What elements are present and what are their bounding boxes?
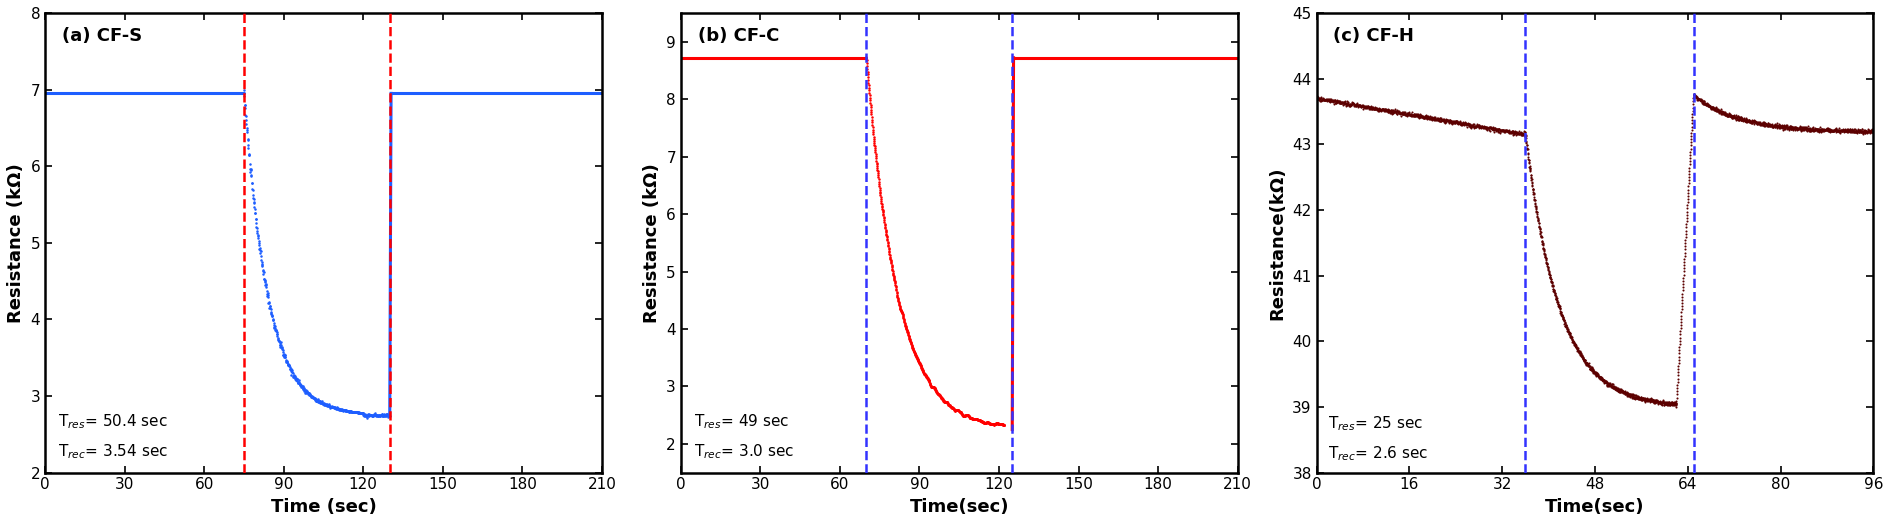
X-axis label: Time(sec): Time(sec) xyxy=(909,498,1009,516)
X-axis label: Time (sec): Time (sec) xyxy=(270,498,376,516)
Text: (b) CF-C: (b) CF-C xyxy=(697,27,778,45)
Text: (c) CF-H: (c) CF-H xyxy=(1332,27,1413,45)
Text: T$_{res}$= 49 sec
T$_{rec}$= 3.0 sec: T$_{res}$= 49 sec T$_{rec}$= 3.0 sec xyxy=(693,413,793,461)
Text: T$_{res}$= 25 sec
T$_{rec}$= 2.6 sec: T$_{res}$= 25 sec T$_{rec}$= 2.6 sec xyxy=(1328,414,1428,463)
Y-axis label: Resistance (kΩ): Resistance (kΩ) xyxy=(8,163,25,323)
Text: T$_{res}$= 50.4 sec
T$_{rec}$= 3.54 sec: T$_{res}$= 50.4 sec T$_{rec}$= 3.54 sec xyxy=(59,413,168,461)
X-axis label: Time(sec): Time(sec) xyxy=(1545,498,1643,516)
Text: (a) CF-S: (a) CF-S xyxy=(62,27,142,45)
Y-axis label: Resistance(kΩ): Resistance(kΩ) xyxy=(1268,166,1286,320)
Y-axis label: Resistance (kΩ): Resistance (kΩ) xyxy=(642,163,661,323)
